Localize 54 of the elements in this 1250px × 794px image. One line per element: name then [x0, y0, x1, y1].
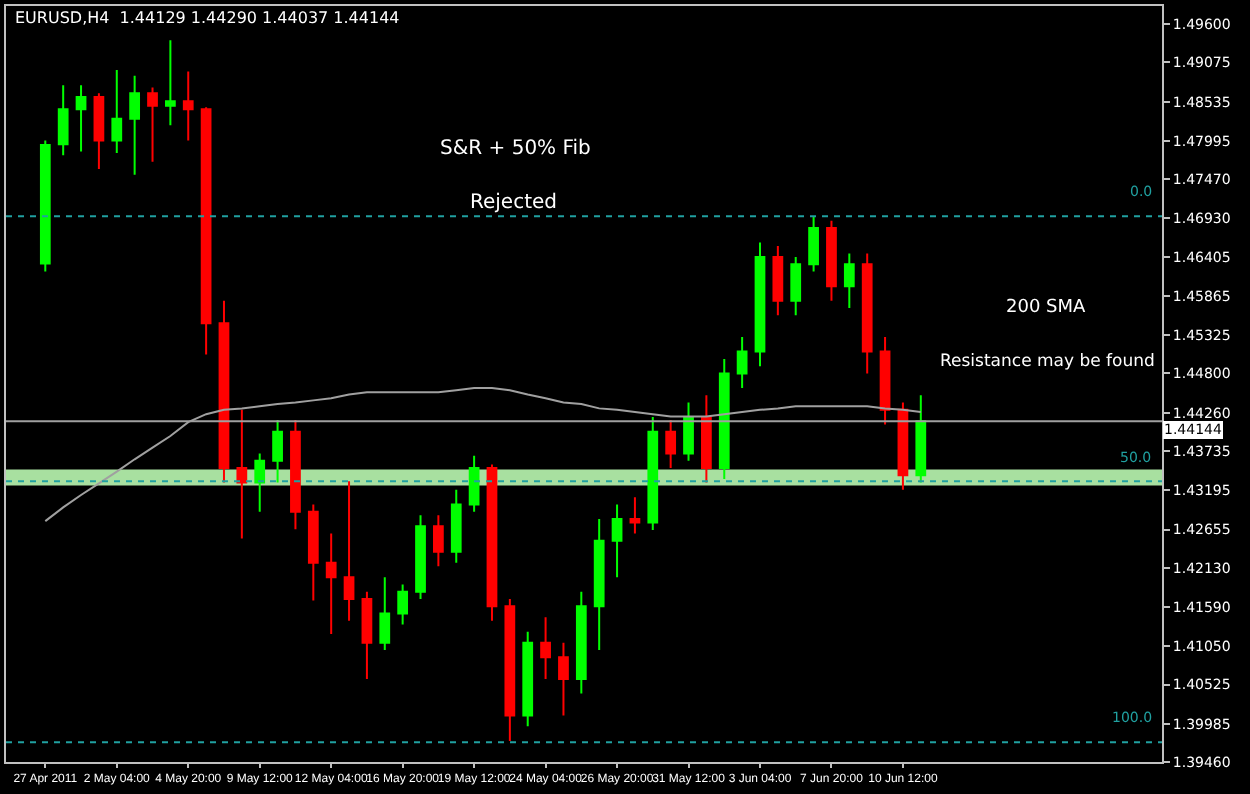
candlestick: [415, 514, 426, 601]
candlestick: [701, 394, 712, 484]
candlestick: [736, 336, 748, 389]
candlestick: [57, 84, 69, 157]
candlestick: [325, 532, 337, 635]
candlestick: [879, 336, 891, 426]
candlestick: [647, 416, 659, 531]
candlestick: [75, 84, 87, 153]
candlestick: [611, 503, 623, 579]
chart-title: EURUSD,H4 1.44129 1.44290 1.44037 1.44144: [15, 9, 400, 28]
candlestick: [683, 401, 694, 462]
candlestick: [236, 408, 248, 540]
candlestick: [39, 139, 51, 273]
candlestick: [200, 106, 212, 356]
candlestick: [754, 241, 766, 368]
candlestick: [540, 616, 551, 681]
candlestick: [468, 454, 480, 513]
candlestick: [272, 419, 283, 484]
candlestick: [165, 39, 176, 127]
candlestick: [558, 641, 569, 717]
candlestick: [450, 488, 462, 564]
candlestick: [665, 419, 677, 470]
candlestick: [433, 514, 444, 568]
candlestick: [361, 590, 373, 681]
candlestick: [843, 252, 855, 309]
candlestick: [111, 69, 123, 154]
candlestick: [254, 452, 266, 513]
candlestick: [147, 86, 158, 163]
annotation: Rejected: [470, 192, 558, 214]
candlestick: [93, 92, 105, 170]
candlestick: [218, 299, 230, 484]
candlestick: [504, 598, 516, 742]
annotation: S&R + 50% Fib: [440, 138, 591, 160]
candlestick: [522, 630, 534, 728]
candlestick: [915, 394, 927, 484]
candlestick: [379, 576, 391, 651]
candlestick: [343, 480, 355, 622]
candlestick: [826, 219, 837, 302]
candlestick: [182, 70, 194, 142]
candlestick: [397, 583, 409, 626]
candlestick: [718, 357, 730, 480]
candlestick: [290, 419, 301, 531]
candlestick: [772, 245, 784, 317]
candlestick: [486, 463, 498, 622]
candlestick: [861, 252, 873, 375]
candlestick: [629, 496, 641, 535]
text: Resistance may be found: [940, 352, 1155, 372]
candlestick: [129, 74, 141, 176]
candlestick: [808, 216, 819, 273]
candlestick: [575, 590, 587, 695]
candlestick: [307, 503, 319, 602]
candlestick: [790, 256, 802, 317]
candlestick: [593, 517, 605, 651]
text: 200 SMA: [1006, 298, 1088, 318]
